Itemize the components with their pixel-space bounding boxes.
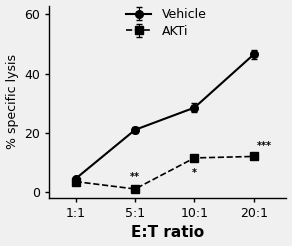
Text: **: ** [130,172,140,182]
Text: *: * [192,168,197,178]
Legend: Vehicle, AKTi: Vehicle, AKTi [126,8,206,38]
Text: ***: *** [257,141,272,151]
X-axis label: E:T ratio: E:T ratio [131,225,204,240]
Y-axis label: % specific lysis: % specific lysis [6,54,19,149]
